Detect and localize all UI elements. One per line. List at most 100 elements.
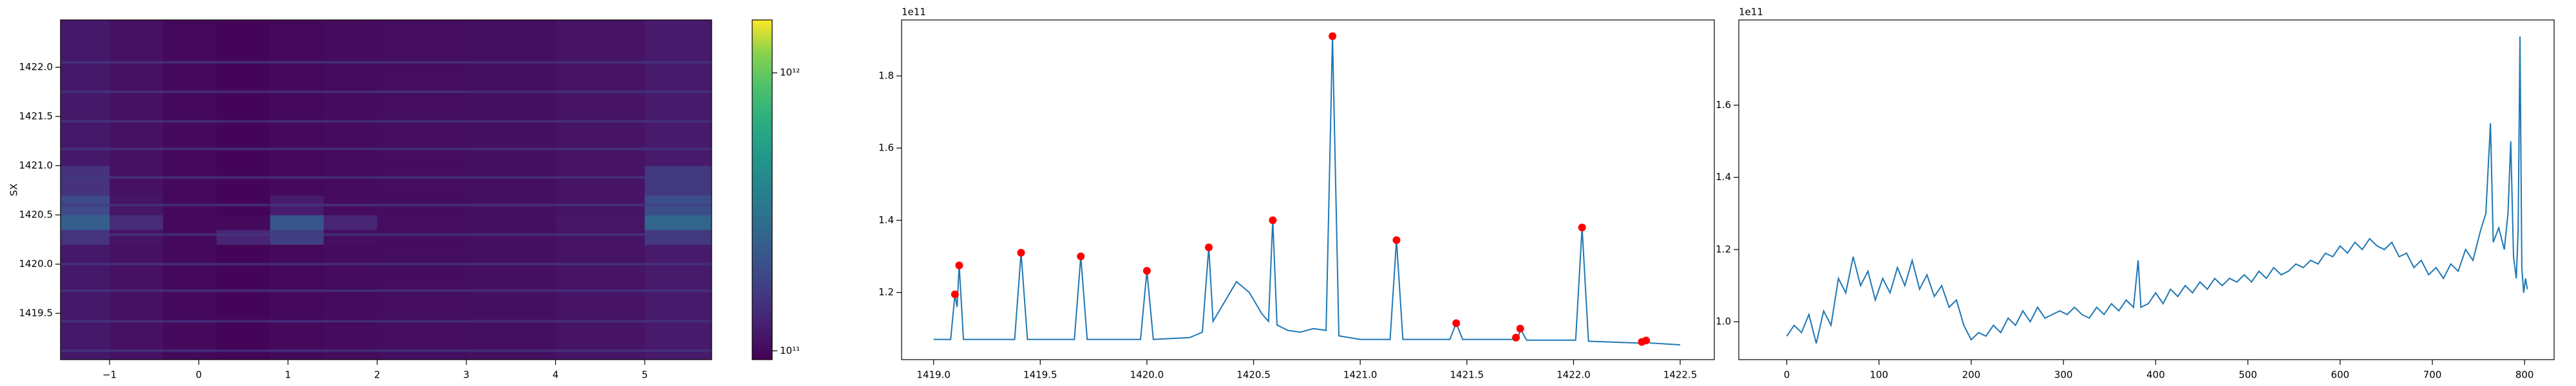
- heatmap-line: [61, 147, 712, 151]
- peak-marker: [951, 290, 959, 299]
- heatmap-cell: [61, 116, 110, 167]
- heatmap-cell: [109, 116, 164, 167]
- heatmap-cell: [466, 229, 556, 245]
- heatmap-cell: [216, 215, 270, 230]
- x-tick-label: 1420.0: [1130, 369, 1164, 381]
- heatmap-cell: [377, 215, 467, 230]
- x-tick-label: 1422.0: [1557, 369, 1591, 381]
- y-tick-label: 1421.0: [19, 160, 53, 171]
- heatmap-cell: [109, 215, 164, 230]
- heatmap-cell: [270, 215, 325, 230]
- heatmap-cell: [163, 165, 217, 196]
- colorbar-tick-label: 10¹¹: [780, 345, 800, 356]
- heatmap-cell: [377, 244, 467, 275]
- y-tick-label: 1.4: [1716, 171, 1731, 183]
- heatmap-line: [61, 120, 712, 123]
- heatmap-cell: [109, 165, 164, 196]
- heatmap-cell: [109, 20, 164, 68]
- heatmap-cell: [216, 273, 270, 314]
- y-tick-label: 1420.0: [19, 258, 53, 270]
- x-tick-label: 5: [641, 369, 648, 381]
- peak-marker: [1516, 324, 1524, 333]
- heatmap-cell: [377, 273, 467, 314]
- peak-marker: [1392, 236, 1401, 244]
- y-tick-label: 1.2: [1716, 243, 1731, 255]
- y-tick-label: 1.8: [878, 69, 894, 81]
- heatmap-line: [61, 176, 712, 179]
- peak-marker: [1578, 223, 1586, 232]
- heatmap-cell: [555, 229, 645, 245]
- heatmap-cell: [61, 165, 110, 196]
- x-tick-label: −1: [102, 369, 117, 381]
- heatmap-line: [61, 90, 712, 93]
- heatmap-cell: [61, 244, 110, 275]
- heatmap-cell: [323, 20, 378, 68]
- x-tick-label: 200: [1962, 369, 1981, 381]
- y-tick-label: 1.6: [878, 142, 894, 154]
- x-tick-label: 2: [374, 369, 381, 381]
- x-tick-label: 1421.0: [1343, 369, 1378, 381]
- heatmap-cell: [323, 116, 378, 167]
- y-tick-label: 1.4: [878, 214, 894, 226]
- axes-frame: [901, 19, 1715, 360]
- y-tick-label: 1419.5: [19, 308, 53, 319]
- heatmap-cell: [216, 20, 270, 68]
- x-tick-label: 1419.5: [1023, 369, 1057, 381]
- x-tick-label: 1420.5: [1236, 369, 1271, 381]
- line: [1786, 36, 2528, 344]
- heatmap-cell: [61, 20, 110, 68]
- heatmap-cell: [61, 229, 110, 245]
- heatmap-cell: [270, 229, 325, 245]
- peak-marker: [1204, 243, 1213, 252]
- heatmap-cell: [270, 165, 325, 196]
- heatmap-cell: [109, 229, 164, 245]
- heatmap-cell: [377, 229, 467, 245]
- heatmap-cell: [323, 273, 378, 314]
- heatmap-cell: [555, 116, 645, 167]
- heatmap-cell: [109, 244, 164, 275]
- heatmap-cell: [163, 229, 217, 245]
- heatmap-cell: [555, 215, 645, 230]
- x-tick-label: 300: [2054, 369, 2073, 381]
- heatmap-cell: [270, 273, 325, 314]
- peak-marker: [1077, 252, 1085, 261]
- heatmap-cell: [163, 20, 217, 68]
- heatmap-cell: [216, 116, 270, 167]
- heatmap-cell: [270, 244, 325, 275]
- heatmap-cell: [466, 165, 556, 196]
- heatmap-line: [61, 233, 712, 236]
- heatmap-line: [61, 289, 712, 292]
- y-axis-label: SX: [8, 183, 20, 196]
- heatmap-cell: [323, 215, 378, 230]
- colorbar-tick-label: 10¹²: [780, 67, 800, 78]
- heatmap-cell: [323, 229, 378, 245]
- heatmap-cell: [61, 273, 110, 314]
- x-tick-label: 3: [463, 369, 469, 381]
- heatmap-cell: [466, 20, 556, 68]
- x-tick-label: 0: [196, 369, 202, 381]
- heatmap-cell: [645, 244, 712, 275]
- heatmap-cell: [466, 273, 556, 314]
- peak-marker: [1511, 333, 1520, 342]
- offset-label: 1e11: [902, 6, 926, 18]
- heatmap-cell: [216, 244, 270, 275]
- x-tick-label: 800: [2515, 369, 2534, 381]
- heatmap-cell: [555, 20, 645, 68]
- heatmap-cell: [645, 20, 712, 68]
- heatmap-cell: [645, 215, 712, 230]
- line: [933, 36, 1681, 345]
- heatmap-cell: [466, 244, 556, 275]
- heatmap-cell: [163, 273, 217, 314]
- heatmap-line: [61, 262, 712, 266]
- heatmap-cell: [163, 244, 217, 275]
- y-tick-label: 1422.0: [19, 61, 53, 73]
- heatmap-cell: [323, 244, 378, 275]
- heatmap-cell: [109, 273, 164, 314]
- heatmap-cell: [466, 116, 556, 167]
- x-tick-label: 1: [285, 369, 291, 381]
- y-tick-label: 1.2: [878, 286, 894, 298]
- axes-frame: [1738, 19, 2555, 360]
- heatmap-line: [61, 349, 712, 353]
- y-tick-label: 1420.5: [19, 209, 53, 221]
